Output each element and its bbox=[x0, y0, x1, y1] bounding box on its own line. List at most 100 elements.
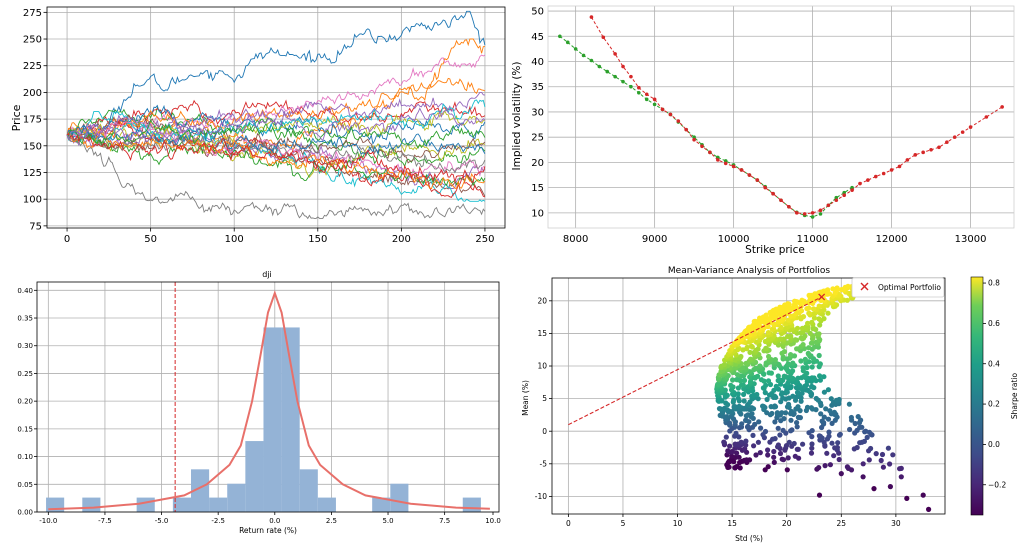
c3-portfolio-point bbox=[777, 432, 783, 438]
c2-y-tick-label: 0.35 bbox=[17, 315, 33, 323]
c2-x-tick-label: 10.0 bbox=[485, 517, 501, 525]
c3-portfolio-point bbox=[821, 439, 827, 445]
c3-portfolio-point bbox=[779, 410, 785, 416]
c0-y-tick-label: 275 bbox=[23, 8, 42, 19]
c2-y-tick-label: 0.00 bbox=[17, 509, 33, 517]
c1-series-point bbox=[668, 112, 673, 117]
c0-y-tick-label: 250 bbox=[23, 35, 42, 46]
c0-path-line bbox=[66, 119, 486, 149]
c1-series-point bbox=[700, 144, 704, 149]
c0-path-line bbox=[66, 131, 486, 190]
c1-series-point bbox=[842, 190, 846, 195]
c3-portfolio-point bbox=[800, 342, 806, 348]
c3-portfolio-point bbox=[828, 396, 834, 402]
c3-portfolio-point bbox=[775, 442, 781, 448]
c3-portfolio-point bbox=[834, 285, 840, 291]
c0-y-tick-label: 100 bbox=[23, 195, 42, 206]
c2-histogram-bar bbox=[317, 497, 336, 512]
c1-series-point bbox=[597, 64, 602, 69]
c1-series-point bbox=[723, 159, 728, 163]
c3-portfolio-point bbox=[835, 440, 841, 446]
c0-path-line bbox=[66, 110, 486, 202]
c3-portfolio-point bbox=[735, 391, 741, 397]
c3-portfolio-point bbox=[791, 353, 798, 359]
c3-portfolio-point bbox=[834, 444, 840, 451]
c0-x-tick-label: 0 bbox=[64, 234, 70, 245]
c3-portfolio-point bbox=[741, 391, 747, 397]
c1-series-point bbox=[731, 164, 736, 169]
c3-portfolio-point bbox=[846, 401, 852, 407]
c0-x-tick-label: 50 bbox=[144, 234, 157, 245]
c1-series-point bbox=[708, 150, 712, 155]
c3-portfolio-point bbox=[827, 462, 833, 468]
c3-portfolio-point bbox=[808, 450, 815, 456]
colorbar-tick-label: 0.0 bbox=[988, 440, 1000, 449]
c1-series-point bbox=[937, 145, 941, 150]
c3-portfolio-point bbox=[736, 434, 742, 440]
c2-x-ticks: -10.0 -7.5 -5.0 -2.5 0.0 2.5 5.0 7.5 10.0 bbox=[39, 512, 501, 525]
c3-portfolio-point bbox=[794, 325, 801, 331]
c1-series-point bbox=[834, 195, 839, 200]
c2-histogram-bar bbox=[263, 327, 282, 512]
c2-x-tick-label: -7.5 bbox=[98, 517, 112, 525]
c3-portfolio-point bbox=[817, 322, 823, 328]
c0-axes-frame bbox=[46, 6, 506, 229]
c2-histogram-bar bbox=[299, 469, 318, 512]
c3-portfolio-point bbox=[825, 310, 831, 316]
c2-x-tick-label: 2.5 bbox=[326, 517, 337, 525]
c3-portfolio-point bbox=[792, 337, 798, 343]
c1-y-tick-label: 50 bbox=[531, 7, 544, 18]
c1-series-point bbox=[589, 58, 594, 63]
c1-series-point bbox=[810, 215, 815, 219]
c3-portfolio-point bbox=[829, 440, 835, 446]
c3-portfolio-point bbox=[755, 346, 761, 352]
c3-portfolio-point bbox=[771, 454, 777, 460]
c1-series-point bbox=[747, 173, 752, 177]
c3-portfolio-point bbox=[799, 297, 805, 303]
c3-portfolio-point bbox=[762, 428, 769, 435]
c0-path-line bbox=[66, 106, 486, 168]
c1-series-point bbox=[858, 181, 862, 186]
c3-cml-line bbox=[568, 296, 822, 426]
c2-x-tick-label: -2.5 bbox=[211, 517, 225, 525]
c3-title: Mean-Variance Analysis of Portfolios bbox=[668, 266, 830, 276]
c3-portfolio-point bbox=[752, 331, 758, 337]
c3-portfolio-point bbox=[821, 374, 827, 380]
c3-portfolio-point bbox=[745, 423, 751, 429]
c3-portfolio-point bbox=[817, 377, 823, 383]
c0-path-line bbox=[66, 125, 486, 156]
c3-portfolio-point bbox=[725, 448, 731, 454]
c3-portfolio-point bbox=[809, 441, 815, 447]
c3-portfolio-point bbox=[734, 463, 740, 470]
c3-portfolio-point bbox=[789, 427, 795, 433]
c0-y-tick-label: 125 bbox=[23, 168, 42, 179]
c3-portfolio-point bbox=[805, 320, 811, 326]
c2-y-tick-label: 0.30 bbox=[17, 342, 33, 350]
c3-x-tick-label: 0 bbox=[566, 519, 571, 528]
c3-portfolio-point bbox=[802, 356, 808, 362]
c3-portfolio-point bbox=[800, 441, 806, 447]
c2-y-ticks: 0.00 0.05 0.10 0.15 0.20 0.25 0.30 0.35 0.40 bbox=[17, 287, 37, 517]
c3-portfolio-point bbox=[836, 456, 842, 463]
c3-portfolio-point bbox=[752, 421, 758, 427]
c3-portfolio-point bbox=[741, 398, 747, 404]
c3-portfolio-point bbox=[729, 453, 735, 459]
c1-series-point bbox=[913, 153, 918, 157]
c3-portfolio-point bbox=[808, 405, 814, 411]
c1-series-point bbox=[850, 188, 854, 192]
c3-portfolio-point bbox=[739, 364, 746, 371]
c2-histogram-bars bbox=[46, 327, 481, 512]
c3-portfolio-point bbox=[795, 446, 801, 452]
c3-portfolio-point bbox=[898, 474, 904, 480]
c3-portfolio-point bbox=[772, 403, 778, 409]
c1-series-point bbox=[692, 137, 696, 142]
c3-portfolio-point bbox=[866, 457, 872, 463]
c3-portfolio-point bbox=[739, 421, 745, 427]
c1-series-point bbox=[984, 115, 989, 119]
c2-histogram-bar bbox=[227, 483, 246, 512]
c3-portfolio-point bbox=[798, 358, 804, 364]
c1-series-point bbox=[921, 150, 925, 155]
c3-portfolio-point bbox=[765, 378, 772, 384]
c3-portfolio-point bbox=[859, 424, 865, 430]
c3-portfolio-point bbox=[809, 434, 815, 440]
